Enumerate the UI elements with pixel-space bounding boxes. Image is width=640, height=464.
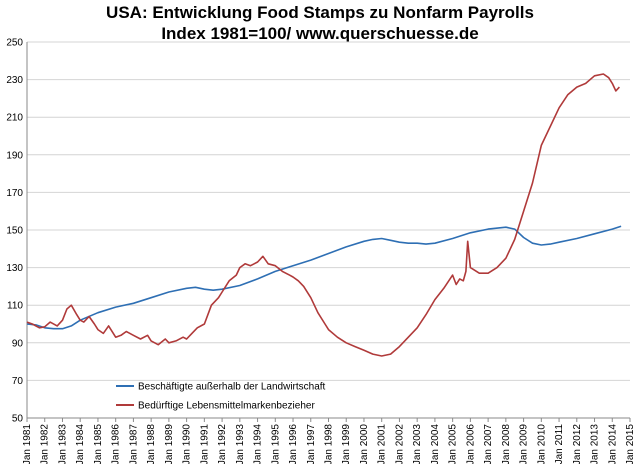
legend-label-2: Bedürftige Lebensmittelmarkenbezieher bbox=[138, 401, 315, 412]
x-tick-label: Jan 2000 bbox=[359, 424, 370, 464]
chart-subtitle: Index 1981=100/ www.querschuesse.de bbox=[161, 24, 479, 43]
y-tick-label: 90 bbox=[12, 338, 24, 349]
series-line-2 bbox=[26, 73, 620, 357]
x-tick-label: Jan 2012 bbox=[572, 424, 583, 464]
x-tick-label: Jan 2009 bbox=[519, 424, 530, 464]
x-tick-label: Jan 1991 bbox=[199, 424, 210, 464]
x-tick-label: Jan 1995 bbox=[270, 424, 281, 464]
x-tick-label: Jan 1981 bbox=[22, 424, 33, 464]
y-tick-label: 210 bbox=[6, 113, 23, 124]
chart-title: USA: Entwicklung Food Stamps zu Nonfarm … bbox=[106, 3, 534, 22]
x-tick-label: Jan 1997 bbox=[306, 424, 317, 464]
x-tick-label: Jan 2002 bbox=[394, 424, 405, 464]
x-tick-label: Jan 1982 bbox=[40, 424, 51, 464]
x-tick-label: Jan 2014 bbox=[607, 424, 618, 464]
x-tick-label: Jan 2010 bbox=[536, 424, 547, 464]
y-tick-label: 190 bbox=[6, 150, 23, 161]
y-tick-label: 230 bbox=[6, 75, 23, 86]
x-tick-label: Jan 1984 bbox=[75, 424, 86, 464]
y-tick-label: 250 bbox=[6, 38, 23, 49]
y-tick-label: 70 bbox=[12, 376, 24, 387]
y-tick-label: 130 bbox=[6, 263, 23, 274]
legend-label-1: Beschäftigte außerhalb der Landwirtschaf… bbox=[138, 382, 326, 393]
x-tick-label: Jan 2005 bbox=[448, 424, 459, 464]
x-tick-label: Jan 1992 bbox=[217, 424, 228, 464]
series-line-1 bbox=[26, 225, 622, 330]
x-tick-label: Jan 2015 bbox=[625, 424, 636, 464]
x-tick-label: Jan 2008 bbox=[501, 424, 512, 464]
x-tick-label: Jan 1999 bbox=[341, 424, 352, 464]
x-tick-label: Jan 2006 bbox=[465, 424, 476, 464]
x-tick-label: Jan 2013 bbox=[590, 424, 601, 464]
x-tick-label: Jan 2007 bbox=[483, 424, 494, 464]
x-tick-label: Jan 1994 bbox=[253, 424, 264, 464]
x-tick-label: Jan 2003 bbox=[412, 424, 423, 464]
x-tick-label: Jan 2001 bbox=[377, 424, 388, 464]
y-tick-label: 110 bbox=[7, 301, 23, 312]
y-tick-label: 50 bbox=[12, 414, 24, 425]
x-tick-label: Jan 2004 bbox=[430, 424, 441, 464]
x-tick-label: Jan 2011 bbox=[554, 424, 565, 464]
x-tick-label: Jan 1993 bbox=[235, 424, 246, 464]
x-tick-label: Jan 1996 bbox=[288, 424, 299, 464]
x-tick-label: Jan 1998 bbox=[324, 424, 335, 464]
y-tick-label: 170 bbox=[6, 188, 23, 199]
y-tick-label: 150 bbox=[6, 226, 23, 237]
x-tick-label: Jan 1986 bbox=[111, 424, 122, 464]
x-tick-label: Jan 1989 bbox=[164, 424, 175, 464]
x-tick-label: Jan 1990 bbox=[182, 424, 193, 464]
x-tick-label: Jan 1985 bbox=[93, 424, 104, 464]
x-tick-label: Jan 1983 bbox=[57, 424, 68, 464]
x-tick-label: Jan 1988 bbox=[146, 424, 157, 464]
x-tick-label: Jan 1987 bbox=[128, 424, 139, 464]
